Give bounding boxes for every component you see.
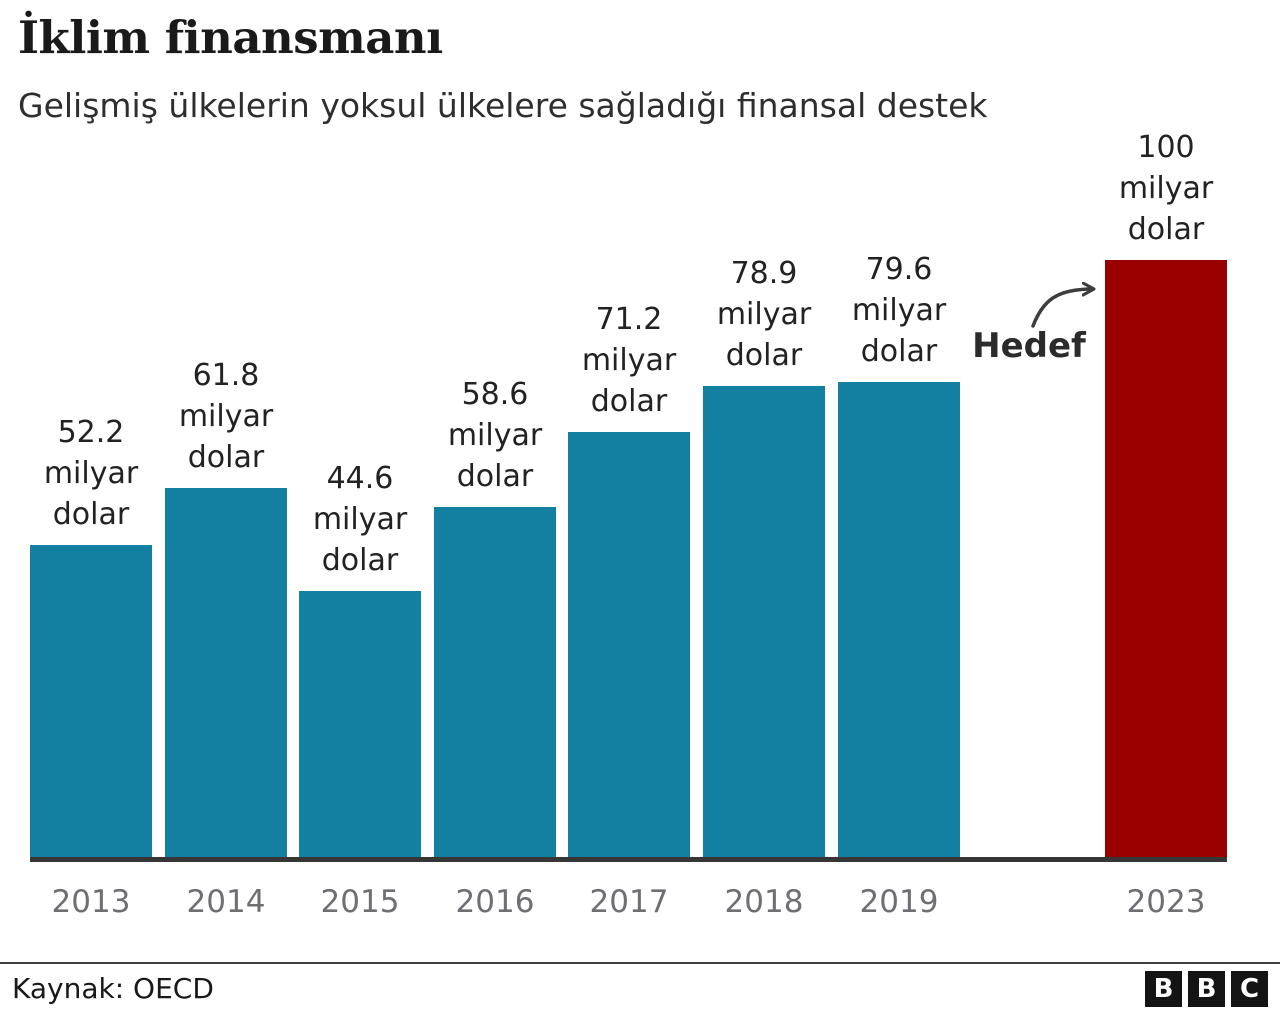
axis-label-2017: 2017 [589, 884, 669, 920]
bar-value-label-2016: 58.6 milyar dolar [447, 377, 543, 494]
bar-value-label-2019: 79.6 milyar dolar [851, 252, 947, 369]
bar-2017 [568, 432, 690, 857]
bbc-logo: B B C [1145, 971, 1268, 1007]
bbc-logo-letter: C [1231, 971, 1268, 1007]
bar-2016 [434, 507, 556, 857]
bar-2018 [703, 386, 825, 857]
bbc-logo-letter: B [1145, 971, 1182, 1007]
bbc-logo-letter: B [1188, 971, 1225, 1007]
axis-label-2019: 2019 [859, 884, 939, 920]
axis-label-2016: 2016 [455, 884, 535, 920]
axis-label-2013: 2013 [51, 884, 131, 920]
footer-divider [0, 962, 1280, 964]
axis-label-2018: 2018 [724, 884, 804, 920]
bar-value-label-2013: 52.2 milyar dolar [43, 415, 139, 532]
bar-2023-target [1105, 260, 1227, 857]
page-subtitle: Gelişmiş ülkelerin yoksul ülkelere sağla… [18, 86, 988, 125]
page-title: İklim finansmanı [18, 11, 443, 64]
target-annotation-label: Hedef [972, 326, 1086, 366]
bar-2019 [838, 382, 960, 857]
target-arrow-icon [1031, 272, 1115, 328]
bar-2013 [30, 545, 152, 857]
source-text: Kaynak: OECD [12, 972, 214, 1005]
axis-label-2023: 2023 [1126, 884, 1206, 920]
axis-label-2015: 2015 [320, 884, 400, 920]
bar-value-label-2014: 61.8 milyar dolar [178, 358, 274, 475]
x-axis-line [30, 857, 1227, 862]
bar-value-label-2023: 100 milyar dolar [1118, 130, 1214, 247]
bar-2014 [165, 488, 287, 857]
bar-value-label-2018: 78.9 milyar dolar [716, 256, 812, 373]
bar-2015 [299, 591, 421, 857]
bar-value-label-2017: 71.2 milyar dolar [581, 302, 677, 419]
axis-label-2014: 2014 [186, 884, 266, 920]
bar-value-label-2015: 44.6 milyar dolar [312, 461, 408, 578]
